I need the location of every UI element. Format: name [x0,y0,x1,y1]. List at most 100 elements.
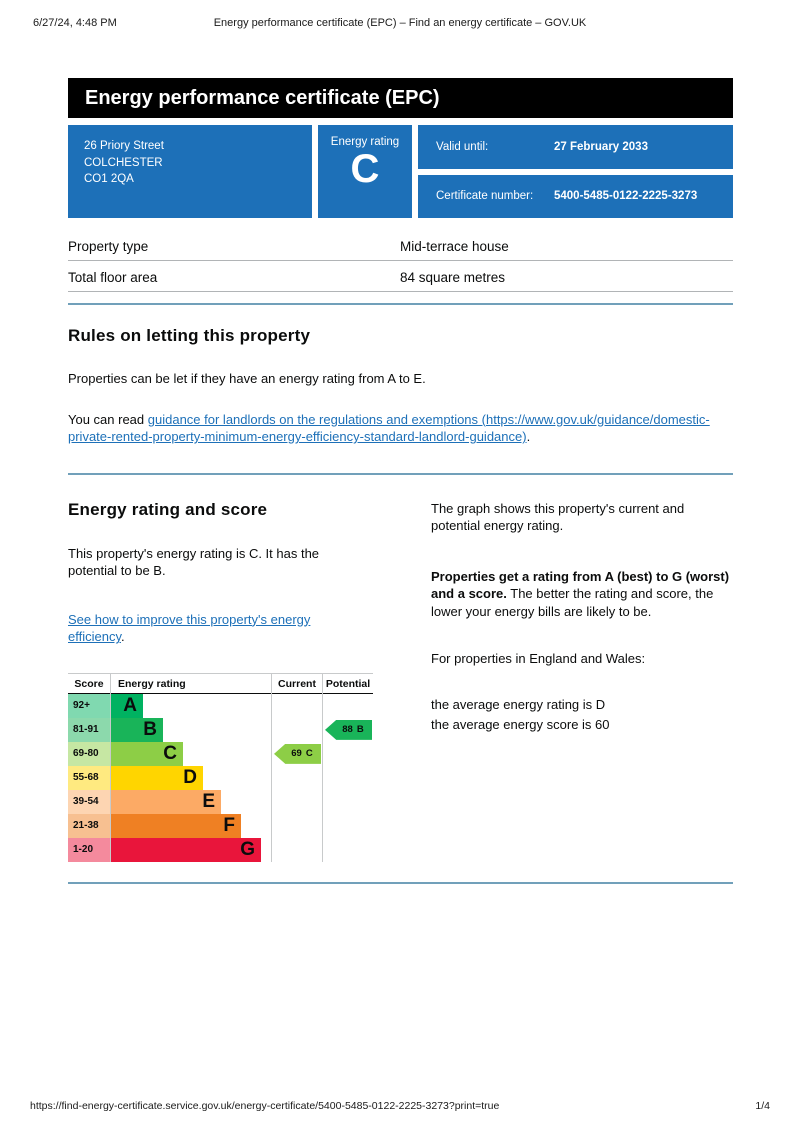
rules-guidance-paragraph: You can read guidance for landlords on t… [68,411,733,446]
total-floor-area-label: Total floor area [68,270,158,285]
total-floor-area-value: 84 square metres [400,270,506,285]
score-range-A: 92+ [68,693,110,718]
property-facts-table: Property type Mid-terrace house Total fl… [68,230,733,292]
epc-chart: Score 92+ 81-91 69-80 55-68 39-54 21-38 1-20 E… [68,672,373,862]
band-bar-B: B [111,717,163,742]
potential-rating-arrow-band: B [356,724,364,736]
score-column-header: Score [68,674,110,694]
potential-rating-arrow-score: 88 [342,724,353,736]
improve-link-paragraph: See how to improve this property's energ… [68,611,369,646]
potential-cell-C [323,742,373,766]
certificate-number-label: Certificate number: [436,190,534,203]
band-letter-A: A [123,694,137,716]
band-row-F: F [111,813,271,838]
current-cell-G [272,838,322,862]
table-row: Property type Mid-terrace house [68,230,733,261]
potential-rating-arrow: 88 B [325,719,372,740]
rating-right-column: The graph shows this property's current … [431,500,733,862]
print-header-title: Energy performance certificate (EPC) – F… [213,17,587,29]
band-bar-C: C [111,741,183,766]
potential-cell-E [323,790,373,814]
band-letter-B: B [143,718,157,740]
property-type-label: Property type [68,239,149,254]
address-line-2: COLCHESTER [84,156,163,169]
current-rating-arrow: 69 C [274,743,321,764]
band-row-E: E [111,789,271,814]
list-item: the average energy score is 60 [431,717,610,733]
band-letter-E: E [202,790,215,812]
rules-section: Rules on letting this property Propertie… [68,326,733,446]
current-cell-D [272,766,322,790]
current-cell-B [272,718,322,742]
certificate-content: Energy performance certificate (EPC) 26 … [68,0,733,884]
current-cell-F [272,814,322,838]
rating-explanation-rest: The better the rating and score, the low… [431,586,714,619]
section-divider [68,303,733,305]
valid-until-label: Valid until: [436,140,489,153]
score-range-E: 39-54 [68,789,110,814]
band-bar-F: F [111,813,241,838]
epc-potential-column: Potential 88 B [322,673,373,862]
rating-explanation-bold: Properties get a rating from A (best) to… [431,568,730,602]
current-column-header: Current [272,674,322,694]
rating-column-header: Energy rating [111,674,271,694]
energy-rating-section: Energy rating and score This property's … [68,500,733,862]
certificate-number-box: Certificate number: 5400-5485-0122-2225-… [418,174,733,218]
current-cell-A [272,694,322,718]
score-range-C: 69-80 [68,741,110,766]
band-letter-C: C [163,742,177,764]
property-type-value: Mid-terrace house [400,239,509,254]
certificate-title-banner: Energy performance certificate (EPC) [68,78,733,118]
score-range-D: 55-68 [68,765,110,790]
valid-until-value: 27 February 2033 [554,140,648,153]
current-cell-C: 69 C [272,742,322,766]
current-rating-arrow-band: C [305,748,313,760]
rules-paragraph: Properties can be let if they have an en… [68,371,426,386]
potential-cell-D [323,766,373,790]
energy-rating-label: Energy rating [330,136,400,148]
guidance-link-suffix: . [526,429,531,445]
guidance-link-prefix: You can read [68,411,148,427]
current-cell-E [272,790,322,814]
certificate-meta-column: Valid until: 27 February 2033 Certificat… [418,125,733,218]
score-range-G: 1-20 [68,837,110,862]
certificate-summary: 26 Priory Street COLCHESTER CO1 2QA Ener… [68,125,733,218]
band-bar-A: A [111,693,143,718]
list-item: the average energy rating is D [431,696,606,712]
landlord-guidance-link[interactable]: guidance for landlords on the regulation… [68,411,710,445]
band-row-D: D [111,765,271,790]
score-range-F: 21-38 [68,813,110,838]
improve-link-suffix: . [121,629,125,645]
band-row-A: A [111,693,271,718]
certificate-number-value: 5400-5485-0122-2225-3273 [554,190,698,203]
print-footer-url: https://find-energy-certificate.service.… [30,1100,500,1112]
potential-cell-B: 88 B [323,718,373,742]
rating-summary-paragraph: This property's energy rating is C. It h… [68,545,320,579]
band-row-C: C [111,741,271,766]
address-line-3: CO1 2QA [84,173,134,186]
score-range-B: 81-91 [68,717,110,742]
england-wales-paragraph: For properties in England and Wales: [431,651,646,667]
band-letter-F: F [223,814,235,836]
band-row-B: B [111,717,271,742]
rating-heading: Energy rating and score [68,499,268,519]
current-rating-arrow-score: 69 [291,748,302,760]
potential-cell-G [323,838,373,862]
address-line-1: 26 Priory Street [84,140,164,152]
valid-until-box: Valid until: 27 February 2033 [418,125,733,169]
section-divider [68,472,733,475]
band-bar-G: G [111,837,261,862]
band-bar-D: D [111,765,203,790]
property-address-box: 26 Priory Street COLCHESTER CO1 2QA [68,125,312,218]
rules-heading: Rules on letting this property [68,326,311,345]
table-row: Total floor area 84 square metres [68,261,733,292]
improve-efficiency-link[interactable]: See how to improve this property's energ… [68,611,311,645]
print-header-datetime: 6/27/24, 4:48 PM [33,17,117,29]
energy-rating-value: C [350,147,380,191]
epc-current-column: Current 69 C [271,673,322,862]
epc-score-column: Score 92+ 81-91 69-80 55-68 39-54 21-38 1-20 [68,674,110,862]
band-row-G: G [111,837,271,862]
energy-rating-box: Energy rating C [318,125,412,218]
